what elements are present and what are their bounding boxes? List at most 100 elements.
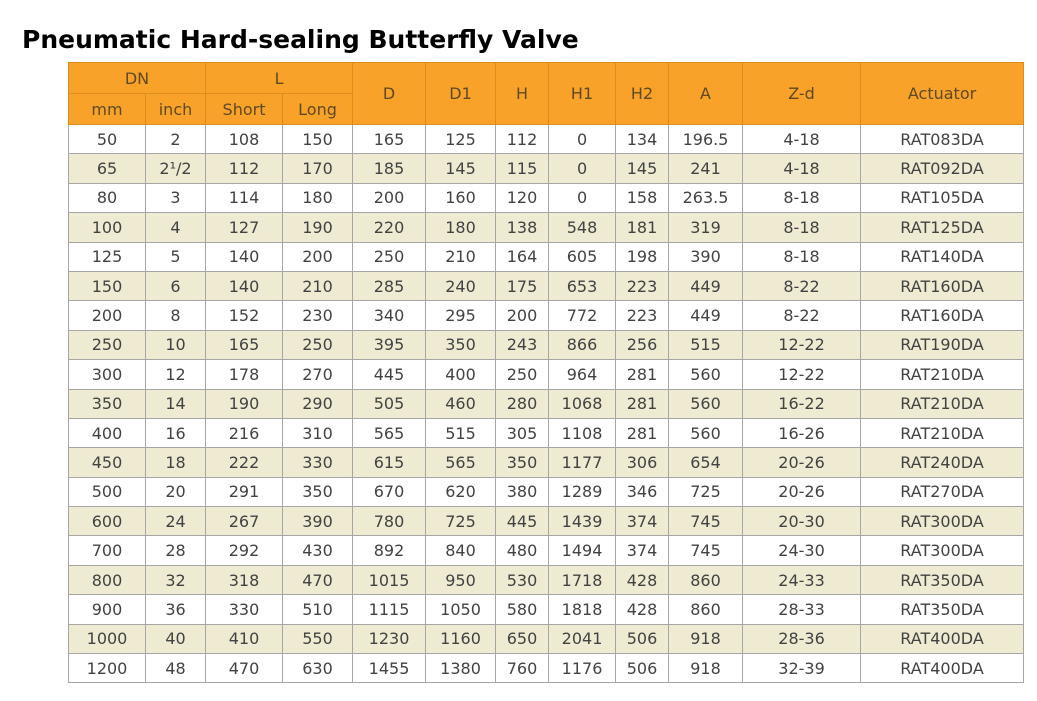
cell-dn-inch: 40 xyxy=(144,623,207,655)
cell-h1: 1289 xyxy=(548,476,617,508)
cell-h: 243 xyxy=(495,329,550,361)
cell-z-d: 8-18 xyxy=(742,241,862,272)
cell-dn-inch: 14 xyxy=(144,388,207,419)
cell-h1: 1108 xyxy=(548,417,617,449)
cell-h1: 1439 xyxy=(548,506,617,537)
cell-l-long: 230 xyxy=(282,300,354,331)
cell-d: 340 xyxy=(352,300,427,331)
cell-l-long: 630 xyxy=(282,653,354,684)
col-header-mm: mm xyxy=(68,93,146,125)
cell-h2: 223 xyxy=(615,270,670,302)
cell-h1: 964 xyxy=(548,359,617,390)
cell-actuator: RAT140DA xyxy=(860,241,1025,272)
cell-h2: 306 xyxy=(615,447,670,478)
cell-l-long: 250 xyxy=(282,329,354,361)
table-row: 400 16 216 310 565 515 305 1108 281 560 16-26 RAT21… xyxy=(68,417,1025,449)
cell-h2: 281 xyxy=(615,359,670,390)
cell-h: 760 xyxy=(495,653,550,684)
cell-actuator: RAT350DA xyxy=(860,594,1025,625)
cell-d: 285 xyxy=(352,270,427,302)
cell-dn-mm: 200 xyxy=(68,300,146,331)
cell-l-long: 210 xyxy=(282,270,354,302)
cell-actuator: RAT210DA xyxy=(860,417,1025,449)
cell-d1: 565 xyxy=(425,447,497,478)
cell-actuator: RAT160DA xyxy=(860,300,1025,331)
cell-l-short: 291 xyxy=(205,476,284,508)
cell-h1: 1718 xyxy=(548,564,617,596)
cell-d: 670 xyxy=(352,476,427,508)
cell-h1: 1176 xyxy=(548,653,617,684)
cell-l-short: 222 xyxy=(205,447,284,478)
cell-d: 395 xyxy=(352,329,427,361)
cell-dn-mm: 350 xyxy=(68,388,146,419)
cell-h: 380 xyxy=(495,476,550,508)
cell-dn-mm: 400 xyxy=(68,417,146,449)
cell-a: 654 xyxy=(668,447,744,478)
cell-dn-inch: 20 xyxy=(144,476,207,508)
cell-dn-inch: 36 xyxy=(144,594,207,625)
cell-dn-inch: 5 xyxy=(144,241,207,272)
cell-l-short: 140 xyxy=(205,270,284,302)
cell-z-d: 4-18 xyxy=(742,153,862,184)
cell-actuator: RAT190DA xyxy=(860,329,1025,361)
cell-h: 530 xyxy=(495,564,550,596)
cell-actuator: RAT300DA xyxy=(860,535,1025,566)
cell-h: 120 xyxy=(495,182,550,214)
cell-h2: 181 xyxy=(615,212,670,243)
col-header-inch: inch xyxy=(144,93,207,125)
cell-actuator: RAT160DA xyxy=(860,270,1025,302)
col-header-h2: H2 xyxy=(615,62,670,125)
cell-a: 449 xyxy=(668,270,744,302)
cell-a: 319 xyxy=(668,212,744,243)
cell-l-long: 180 xyxy=(282,182,354,214)
cell-a: 196.5 xyxy=(668,123,744,155)
cell-a: 560 xyxy=(668,359,744,390)
cell-dn-inch: 18 xyxy=(144,447,207,478)
cell-h2: 428 xyxy=(615,594,670,625)
cell-z-d: 20-26 xyxy=(742,447,862,478)
cell-d1: 295 xyxy=(425,300,497,331)
cell-dn-mm: 150 xyxy=(68,270,146,302)
col-header-h: H xyxy=(495,62,550,125)
cell-dn-mm: 450 xyxy=(68,447,146,478)
cell-d1: 350 xyxy=(425,329,497,361)
cell-h: 164 xyxy=(495,241,550,272)
cell-h2: 145 xyxy=(615,153,670,184)
cell-z-d: 16-22 xyxy=(742,388,862,419)
cell-l-long: 510 xyxy=(282,594,354,625)
cell-d1: 620 xyxy=(425,476,497,508)
cell-actuator: RAT300DA xyxy=(860,506,1025,537)
cell-l-short: 216 xyxy=(205,417,284,449)
cell-d: 565 xyxy=(352,417,427,449)
col-header-d: D xyxy=(352,62,427,125)
cell-h: 650 xyxy=(495,623,550,655)
cell-dn-inch: 2 xyxy=(144,123,207,155)
col-header-l: L xyxy=(205,62,354,94)
cell-d: 615 xyxy=(352,447,427,478)
cell-l-short: 178 xyxy=(205,359,284,390)
cell-dn-inch: 24 xyxy=(144,506,207,537)
cell-actuator: RAT240DA xyxy=(860,447,1025,478)
cell-dn-inch: 8 xyxy=(144,300,207,331)
cell-dn-mm: 700 xyxy=(68,535,146,566)
cell-actuator: RAT210DA xyxy=(860,388,1025,419)
cell-dn-mm: 80 xyxy=(68,182,146,214)
cell-dn-mm: 1200 xyxy=(68,653,146,684)
cell-l-short: 318 xyxy=(205,564,284,596)
cell-l-long: 430 xyxy=(282,535,354,566)
cell-dn-mm: 65 xyxy=(68,153,146,184)
cell-h2: 506 xyxy=(615,653,670,684)
table-row: 65 2¹/2 112 170 185 145 115 0 145 241 4-18 RAT092DA xyxy=(68,153,1025,184)
cell-l-short: 267 xyxy=(205,506,284,537)
table-row: 150 6 140 210 285 240 175 653 223 449 8-22 RAT160DA xyxy=(68,270,1025,302)
cell-dn-mm: 125 xyxy=(68,241,146,272)
cell-actuator: RAT125DA xyxy=(860,212,1025,243)
cell-dn-mm: 900 xyxy=(68,594,146,625)
cell-h: 305 xyxy=(495,417,550,449)
cell-d: 1115 xyxy=(352,594,427,625)
cell-d: 445 xyxy=(352,359,427,390)
cell-h: 280 xyxy=(495,388,550,419)
cell-l-long: 350 xyxy=(282,476,354,508)
cell-dn-inch: 3 xyxy=(144,182,207,214)
cell-a: 560 xyxy=(668,388,744,419)
